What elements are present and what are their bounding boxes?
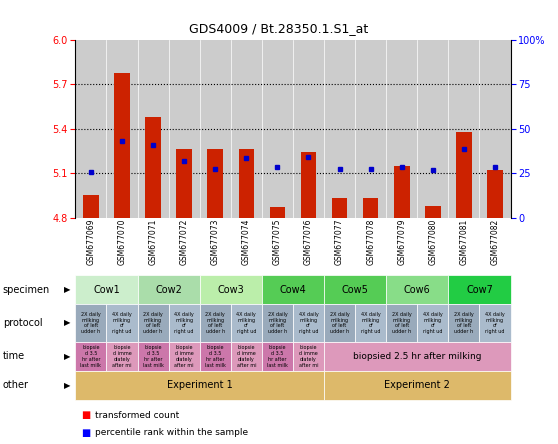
Text: 4X daily
milking
of
right ud: 4X daily milking of right ud: [112, 312, 132, 334]
Text: GDS4009 / Bt.28350.1.S1_at: GDS4009 / Bt.28350.1.S1_at: [189, 23, 369, 36]
Text: Cow6: Cow6: [404, 285, 431, 295]
Text: biopsie
d 3.5
hr after
last milk: biopsie d 3.5 hr after last milk: [80, 345, 102, 368]
Text: biopsie
d imme
diately
after mi: biopsie d imme diately after mi: [112, 345, 132, 368]
Text: GSM677070: GSM677070: [118, 219, 127, 265]
Text: GSM677074: GSM677074: [242, 219, 251, 265]
Bar: [145, 117, 161, 218]
Text: 2X daily
milking
of left
udder h: 2X daily milking of left udder h: [454, 312, 474, 334]
Text: 2X daily
milking
of left
udder h: 2X daily milking of left udder h: [205, 312, 225, 334]
Text: ■: ■: [81, 428, 90, 438]
Text: Experiment 1: Experiment 1: [167, 380, 233, 390]
Bar: [332, 198, 347, 218]
Bar: [176, 150, 192, 218]
Text: biopsie
d 3.5
hr after
last milk: biopsie d 3.5 hr after last milk: [143, 345, 163, 368]
Bar: [301, 152, 316, 218]
Text: Experiment 2: Experiment 2: [384, 380, 450, 390]
Text: GSM677069: GSM677069: [86, 219, 95, 265]
Text: biopsie
d imme
diately
after mi: biopsie d imme diately after mi: [237, 345, 256, 368]
Bar: [456, 132, 472, 218]
Text: protocol: protocol: [3, 318, 42, 328]
Text: GSM677077: GSM677077: [335, 219, 344, 265]
Text: GSM677079: GSM677079: [397, 219, 406, 265]
Bar: [239, 150, 254, 218]
Text: 4X daily
milking
of
right ud: 4X daily milking of right ud: [485, 312, 505, 334]
Text: other: other: [3, 380, 29, 390]
Text: ▶: ▶: [64, 285, 70, 294]
Text: biopsie
d imme
diately
after mi: biopsie d imme diately after mi: [299, 345, 318, 368]
Text: biopsied 2.5 hr after milking: biopsied 2.5 hr after milking: [353, 352, 482, 361]
Text: GSM677071: GSM677071: [148, 219, 157, 265]
Text: 2X daily
milking
of left
udder h: 2X daily milking of left udder h: [267, 312, 287, 334]
Bar: [270, 207, 285, 218]
Bar: [114, 72, 129, 218]
Text: GSM677072: GSM677072: [180, 219, 189, 265]
Text: Cow4: Cow4: [280, 285, 306, 295]
Text: GSM677073: GSM677073: [211, 219, 220, 265]
Text: 4X daily
milking
of
right ud: 4X daily milking of right ud: [361, 312, 381, 334]
Bar: [208, 150, 223, 218]
Text: 4X daily
milking
of
right ud: 4X daily milking of right ud: [299, 312, 319, 334]
Text: ■: ■: [81, 410, 90, 420]
Text: specimen: specimen: [3, 285, 50, 295]
Text: biopsie
d 3.5
hr after
last milk: biopsie d 3.5 hr after last milk: [267, 345, 288, 368]
Text: ▶: ▶: [64, 352, 70, 361]
Text: GSM677080: GSM677080: [429, 219, 437, 265]
Text: Cow7: Cow7: [466, 285, 493, 295]
Bar: [83, 195, 99, 218]
Text: 2X daily
milking
of left
udder h: 2X daily milking of left udder h: [392, 312, 412, 334]
Text: Cow2: Cow2: [155, 285, 182, 295]
Text: GSM677082: GSM677082: [490, 219, 499, 265]
Bar: [363, 198, 378, 218]
Bar: [487, 170, 503, 218]
Text: 4X daily
milking
of
right ud: 4X daily milking of right ud: [237, 312, 256, 334]
Text: time: time: [3, 351, 25, 361]
Text: biopsie
d imme
diately
after mi: biopsie d imme diately after mi: [175, 345, 194, 368]
Text: Cow3: Cow3: [218, 285, 244, 295]
Text: ▶: ▶: [64, 318, 70, 328]
Text: Cow5: Cow5: [341, 285, 369, 295]
Text: 4X daily
milking
of
right ud: 4X daily milking of right ud: [423, 312, 442, 334]
Text: GSM677081: GSM677081: [459, 219, 468, 265]
Text: Cow1: Cow1: [93, 285, 120, 295]
Text: GSM677076: GSM677076: [304, 219, 313, 265]
Text: 2X daily
milking
of left
udder h: 2X daily milking of left udder h: [81, 312, 101, 334]
Text: 4X daily
milking
of
right ud: 4X daily milking of right ud: [174, 312, 194, 334]
Text: GSM677075: GSM677075: [273, 219, 282, 265]
Text: transformed count: transformed count: [95, 411, 179, 420]
Text: biopsie
d 3.5
hr after
last milk: biopsie d 3.5 hr after last milk: [205, 345, 225, 368]
Text: 2X daily
milking
of left
udder h: 2X daily milking of left udder h: [330, 312, 349, 334]
Text: GSM677078: GSM677078: [366, 219, 375, 265]
Text: percentile rank within the sample: percentile rank within the sample: [95, 428, 248, 437]
Text: ▶: ▶: [64, 381, 70, 390]
Bar: [394, 166, 410, 218]
Text: 2X daily
milking
of left
udder h: 2X daily milking of left udder h: [143, 312, 163, 334]
Bar: [425, 206, 441, 218]
